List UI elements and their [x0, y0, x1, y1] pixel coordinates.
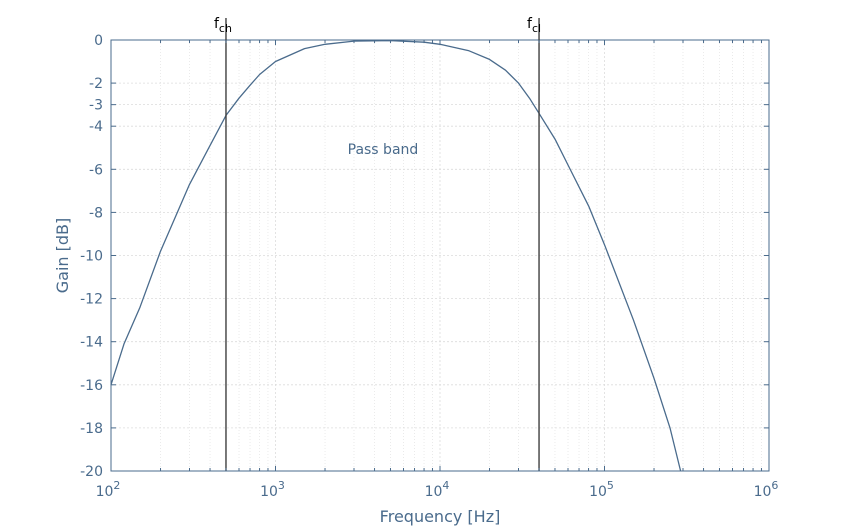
- y-tick-label: -10: [80, 249, 103, 265]
- y-tick-label: -4: [89, 119, 103, 135]
- y-tick-label: -14: [80, 335, 103, 351]
- x-tick-label: 106: [754, 479, 779, 500]
- y-tick-label: -12: [80, 292, 103, 308]
- y-tick-label: -18: [80, 421, 103, 437]
- x-tick-label: 102: [96, 479, 121, 500]
- x-tick-label: 103: [260, 479, 285, 500]
- y-tick-label: -2: [89, 76, 103, 92]
- y-tick-label: -8: [89, 205, 103, 221]
- markers-group: fch fcl: [214, 16, 541, 471]
- grid: [110, 39, 770, 472]
- x-axis-label: Frequency [Hz]: [380, 507, 501, 526]
- y-tick-label: -16: [80, 378, 103, 394]
- y-tick-label: -20: [80, 464, 103, 480]
- pass-band-annotation: Pass band: [348, 142, 419, 158]
- y-tick-label: -6: [89, 162, 103, 178]
- x-tick-label: 105: [589, 479, 614, 500]
- y-tick-label: -3: [89, 98, 103, 114]
- y-tick-label: 0: [94, 33, 103, 49]
- x-tick-label: 104: [425, 479, 450, 500]
- cutoff-label: fch: [214, 16, 232, 35]
- y-axis-label: Gain [dB]: [53, 218, 72, 294]
